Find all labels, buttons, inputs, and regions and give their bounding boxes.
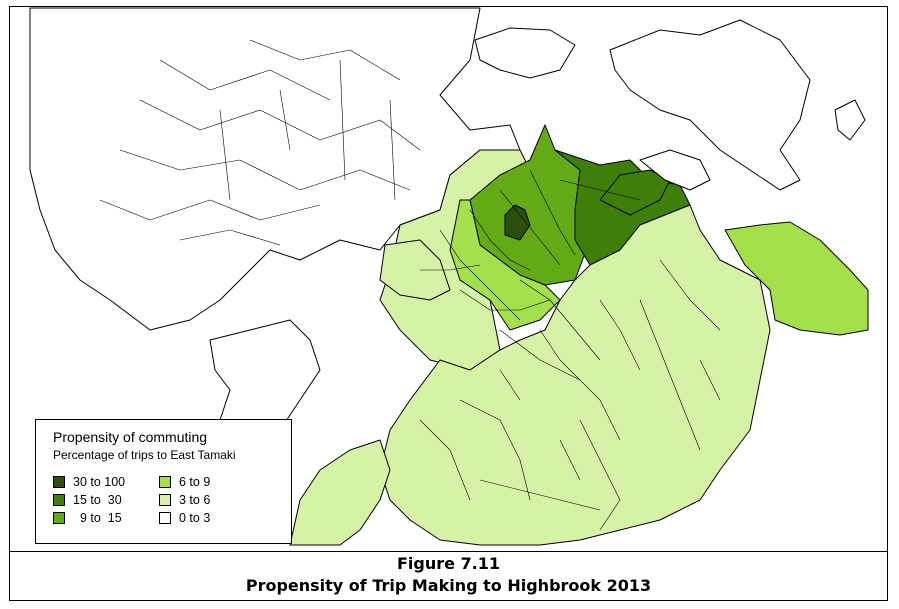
legend-title: Propensity of commuting	[53, 429, 208, 445]
island-northeast	[609, 19, 811, 191]
legend-item-15-30: 15 to 30	[53, 493, 122, 507]
legend-item-6-9: 6 to 9	[159, 475, 210, 489]
map-legend: Propensity of commuting Percentage of tr…	[35, 419, 292, 544]
legend-item-label: 15 to 30	[73, 493, 122, 507]
region-far-east	[724, 221, 869, 336]
figure-frame	[9, 6, 888, 601]
legend-item-30-100: 30 to 100	[53, 475, 125, 489]
figure-title: Propensity of Trip Making to Highbrook 2…	[245, 576, 652, 595]
legend-swatch	[53, 476, 65, 488]
legend-item-label: 9 to 15	[73, 511, 122, 525]
island-north	[474, 27, 576, 79]
figure-number: Figure 7.11	[396, 554, 501, 573]
legend-item-label: 3 to 6	[179, 493, 211, 507]
legend-item-label: 6 to 9	[179, 475, 211, 489]
legend-swatch	[159, 476, 171, 488]
legend-item-0-3: 0 to 3	[159, 511, 210, 525]
legend-item-label: 0 to 3	[179, 511, 211, 525]
legend-item-3-6: 3 to 6	[159, 493, 210, 507]
choropleth-map	[9, 6, 888, 552]
legend-swatch	[159, 512, 171, 524]
legend-swatch	[53, 512, 65, 524]
legend-swatch	[53, 494, 65, 506]
region-northwest	[29, 7, 521, 331]
region-core	[504, 204, 531, 241]
figure-caption: Figure 7.11 Propensity of Trip Making to…	[9, 553, 888, 597]
legend-item-label: 30 to 100	[73, 475, 126, 489]
region-west-peninsula	[379, 239, 451, 301]
legend-item-9-15: 9 to 15	[53, 511, 122, 525]
caption-divider	[9, 551, 888, 552]
legend-swatch	[159, 494, 171, 506]
legend-subtitle: Percentage of trips to East Tamaki	[53, 448, 236, 462]
